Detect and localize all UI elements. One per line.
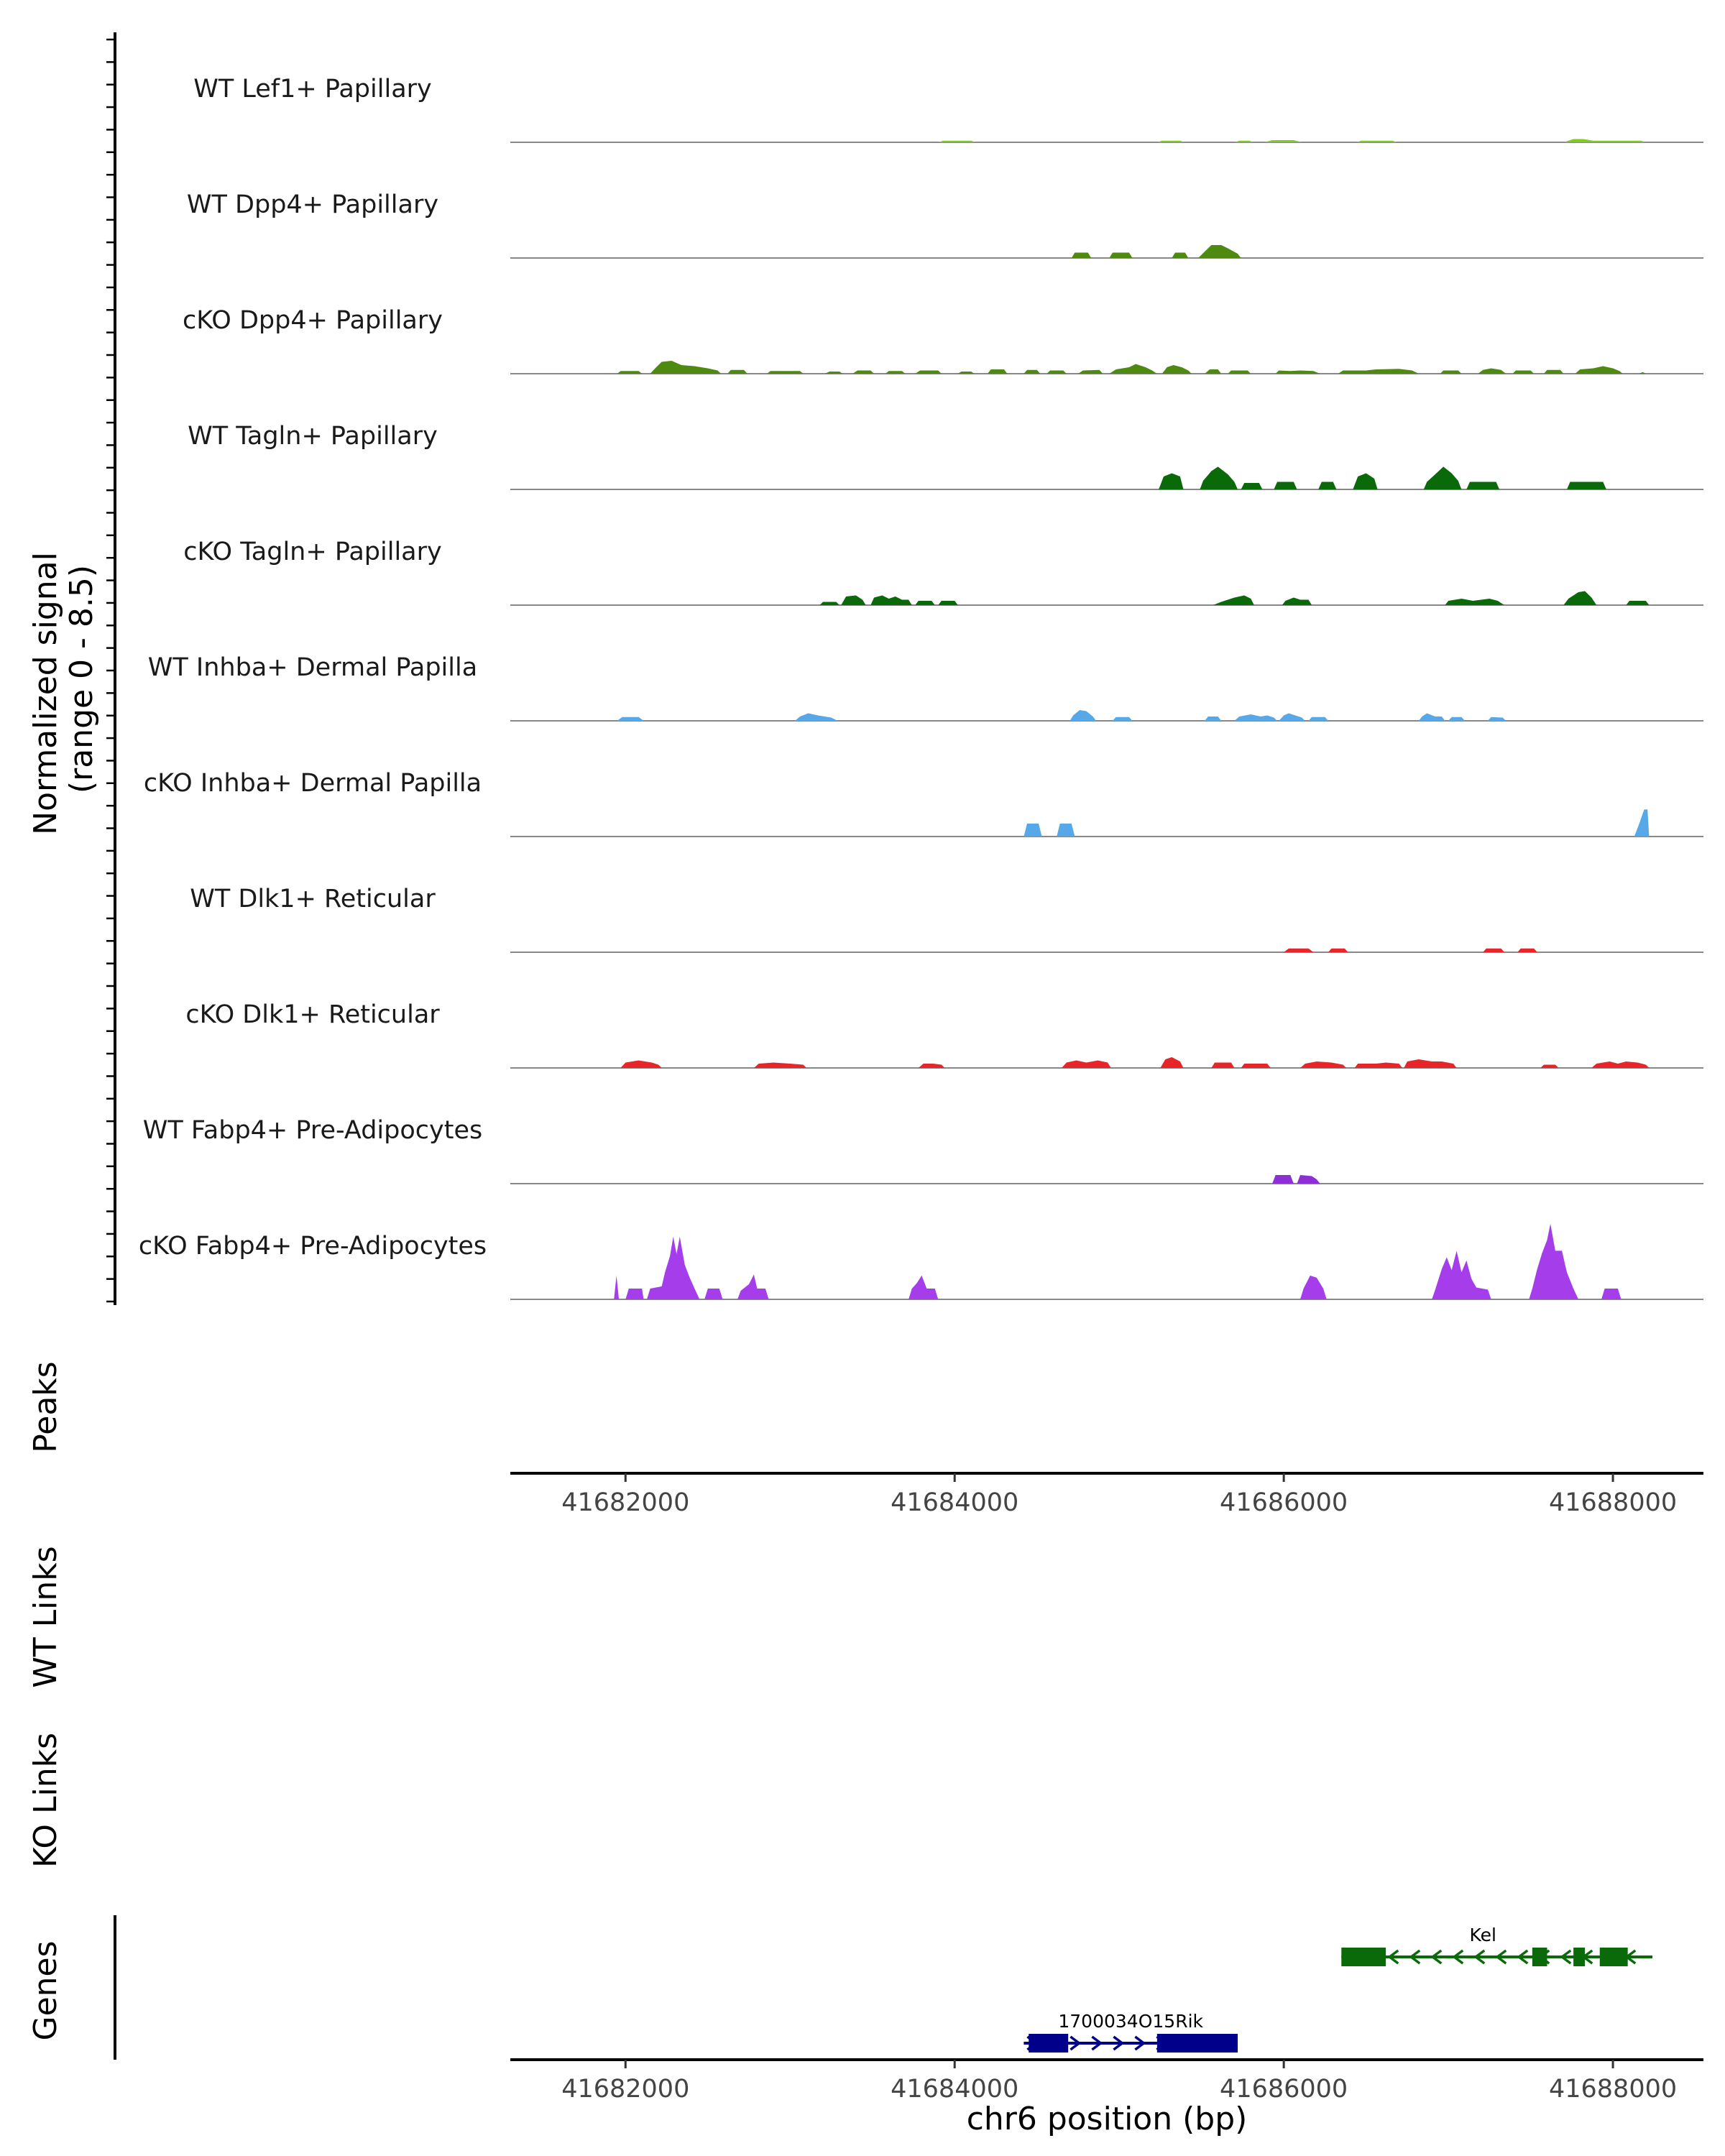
strand-arrow — [1387, 1949, 1399, 1965]
track-9: cKO Dlk1+ Reticular — [185, 1000, 1703, 1069]
strand-arrow — [1560, 1949, 1572, 1965]
gene-Kel: Kel — [1341, 1925, 1653, 1966]
strand-arrow — [1473, 1949, 1486, 1965]
track-1: WT Lef1+ Papillary — [193, 75, 1703, 143]
strand-arrow — [1113, 2035, 1125, 2051]
strand-arrow — [1452, 1949, 1464, 1965]
peaks-label: Peaks — [27, 1361, 64, 1452]
gene-exon — [1156, 2034, 1238, 2053]
x-axis-label: chr6 position (bp) — [967, 2101, 1248, 2137]
track-7: cKO Inhba+ Dermal Papilla — [144, 769, 1703, 837]
y-axis-label-line2: (range 0 - 8.5) — [63, 565, 100, 793]
track-10: WT Fabp4+ Pre-Adipocytes — [143, 1116, 1703, 1184]
signal-area — [1159, 466, 1606, 489]
wt-links-label: WT Links — [27, 1546, 64, 1687]
signal-area — [1272, 1175, 1320, 1184]
signal-area — [617, 361, 1646, 374]
strand-arrow — [1517, 1949, 1529, 1965]
genes-x-tick-label: 41682000 — [561, 2075, 689, 2104]
gene-exon — [1341, 1948, 1386, 1966]
signal-area — [1071, 245, 1241, 258]
peaks-x-axis: 41682000 41684000 41686000 41688000 — [510, 1472, 1703, 1517]
gene-exon — [1599, 1948, 1628, 1966]
strand-arrow — [1495, 1949, 1507, 1965]
genes-x-tick-label: 41688000 — [1549, 2075, 1677, 2104]
signal-area — [620, 1057, 1650, 1068]
track-label: WT Dlk1+ Reticular — [190, 885, 436, 913]
strand-arrow — [1409, 1949, 1421, 1965]
track-5: cKO Tagln+ Papillary — [183, 538, 1703, 606]
ko-links-label: KO Links — [27, 1733, 64, 1868]
strand-arrow — [1430, 1949, 1443, 1965]
track-label: WT Dpp4+ Papillary — [187, 190, 438, 219]
peaks-x-tick-label: 41686000 — [1220, 1488, 1348, 1517]
genes-x-axis: 41682000 41684000 41686000 41688000 — [510, 2058, 1703, 2104]
genes-track: Kel 1700034O15Rik — [114, 1915, 1653, 2060]
strand-arrow — [1134, 2035, 1146, 2051]
track-label: cKO Dpp4+ Papillary — [183, 306, 443, 335]
peaks-x-tick-label: 41684000 — [891, 1488, 1018, 1517]
peaks-x-tick-label: 41688000 — [1549, 1488, 1677, 1517]
track-label: cKO Fabp4+ Pre-Adipocytes — [139, 1232, 487, 1261]
gene-exon — [1029, 2034, 1069, 2053]
genes-x-tick-label: 41684000 — [891, 2075, 1018, 2104]
gene-exon — [1573, 1948, 1586, 1966]
signal-area — [1024, 809, 1650, 837]
coverage-tracks: WT Lef1+ Papillary WT Dpp4+ Papillary cKO … — [139, 75, 1703, 1300]
track-label: WT Inhba+ Dermal Papilla — [148, 653, 477, 682]
strand-arrow — [1091, 2035, 1103, 2051]
track-label: WT Fabp4+ Pre-Adipocytes — [143, 1116, 482, 1145]
signal-area — [617, 710, 1506, 721]
genes-x-tick-label: 41686000 — [1220, 2075, 1348, 2104]
track-label: cKO Tagln+ Papillary — [183, 538, 442, 566]
track-label: WT Lef1+ Papillary — [193, 75, 432, 103]
track-11: cKO Fabp4+ Pre-Adipocytes — [139, 1223, 1703, 1300]
gene-label: Kel — [1469, 1925, 1496, 1945]
signal-area — [1284, 948, 1537, 952]
track-3: cKO Dpp4+ Papillary — [183, 306, 1703, 374]
gene-exon — [1532, 1948, 1547, 1966]
track-4: WT Tagln+ Papillary — [188, 422, 1703, 490]
signal-area — [614, 1223, 1622, 1299]
y-axis-label-line1: Normalized signal — [27, 552, 64, 835]
genes-label: Genes — [27, 1940, 64, 2040]
track-6: WT Inhba+ Dermal Papilla — [148, 653, 1703, 722]
gene-label: 1700034O15Rik — [1058, 2011, 1203, 2032]
gene-1700034O15Rik: 1700034O15Rik — [1024, 2011, 1238, 2053]
track-label: cKO Inhba+ Dermal Papilla — [144, 769, 482, 798]
track-label: WT Tagln+ Papillary — [188, 422, 438, 451]
signal-area — [938, 139, 1646, 142]
peaks-x-tick-label: 41682000 — [561, 1488, 689, 1517]
track-2: WT Dpp4+ Papillary — [187, 190, 1703, 259]
signal-area — [819, 591, 1650, 605]
strand-arrow — [1070, 2035, 1082, 2051]
track-8: WT Dlk1+ Reticular — [190, 885, 1703, 953]
signal-axis — [106, 32, 116, 1305]
track-label: cKO Dlk1+ Reticular — [185, 1000, 440, 1029]
